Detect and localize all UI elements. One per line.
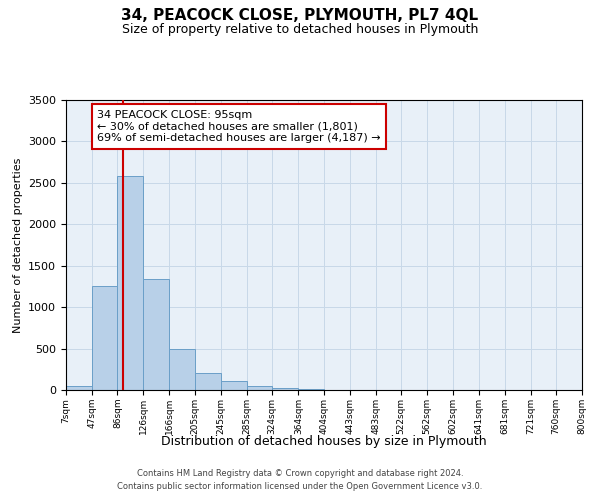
Bar — [272, 388, 298, 390]
Y-axis label: Number of detached properties: Number of detached properties — [13, 158, 23, 332]
Bar — [169, 348, 195, 390]
Text: Size of property relative to detached houses in Plymouth: Size of property relative to detached ho… — [122, 22, 478, 36]
Text: 34, PEACOCK CLOSE, PLYMOUTH, PL7 4QL: 34, PEACOCK CLOSE, PLYMOUTH, PL7 4QL — [121, 8, 479, 22]
Text: Distribution of detached houses by size in Plymouth: Distribution of detached houses by size … — [161, 435, 487, 448]
Bar — [221, 381, 247, 390]
Text: 34 PEACOCK CLOSE: 95sqm
← 30% of detached houses are smaller (1,801)
69% of semi: 34 PEACOCK CLOSE: 95sqm ← 30% of detache… — [97, 110, 381, 143]
Bar — [247, 386, 272, 390]
Bar — [143, 279, 169, 390]
Text: Contains HM Land Registry data © Crown copyright and database right 2024.: Contains HM Land Registry data © Crown c… — [137, 468, 463, 477]
Bar — [66, 386, 92, 390]
Bar — [195, 374, 221, 390]
Text: Contains public sector information licensed under the Open Government Licence v3: Contains public sector information licen… — [118, 482, 482, 491]
Bar — [92, 286, 118, 390]
Bar — [118, 176, 143, 390]
Bar — [298, 389, 325, 390]
